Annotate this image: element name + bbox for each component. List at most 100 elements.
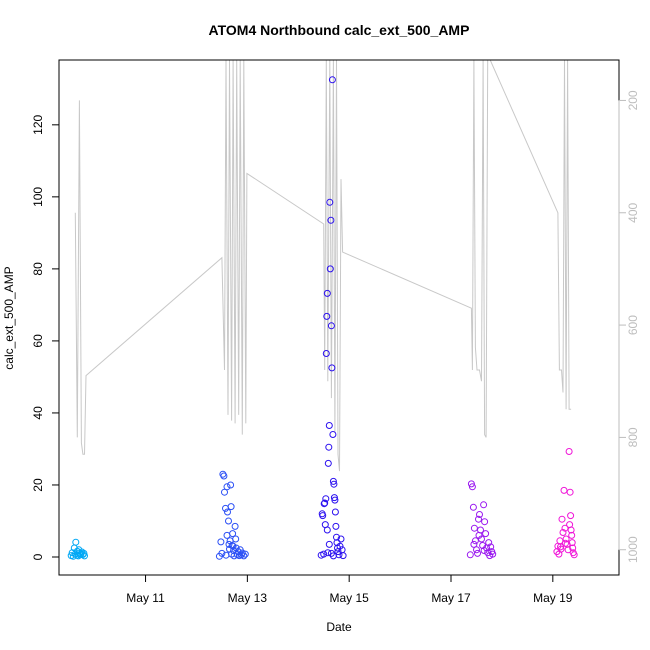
plot-frame xyxy=(58,59,620,576)
data-point xyxy=(232,535,240,543)
data-point xyxy=(240,552,248,560)
data-point xyxy=(487,543,495,551)
data-point xyxy=(225,540,233,548)
data-point xyxy=(320,550,328,558)
data-point xyxy=(324,459,332,467)
data-point xyxy=(570,551,578,559)
data-point xyxy=(331,508,339,516)
y2-tick-label: 400 xyxy=(626,202,640,222)
data-point xyxy=(339,552,347,560)
y-tick-label: 20 xyxy=(31,478,45,492)
data-point xyxy=(227,481,235,489)
data-point xyxy=(336,542,344,550)
data-point xyxy=(467,480,475,488)
data-point xyxy=(560,486,568,494)
data-point xyxy=(81,552,88,560)
data-point xyxy=(328,76,336,84)
data-point xyxy=(323,526,331,534)
data-point xyxy=(325,422,333,429)
x-tick-label: May 13 xyxy=(228,591,268,605)
data-point xyxy=(566,488,574,496)
data-point xyxy=(326,198,334,206)
data-point xyxy=(217,538,225,546)
data-point xyxy=(79,551,87,558)
data-point xyxy=(319,512,327,520)
data-point xyxy=(469,503,477,511)
series-line xyxy=(74,60,572,472)
data-point xyxy=(475,515,482,523)
data-point xyxy=(322,495,330,503)
data-point xyxy=(325,540,333,548)
data-point xyxy=(329,552,337,560)
data-point xyxy=(326,265,334,273)
chart-title: ATOM4 Northbound calc_ext_500_AMP xyxy=(209,22,470,38)
data-point xyxy=(337,535,345,543)
y-axis-label: calc_ext_500_AMP xyxy=(2,266,16,369)
line-series xyxy=(74,60,572,472)
y2-tick-label: 1000 xyxy=(626,536,640,563)
data-point xyxy=(565,448,573,455)
data-point xyxy=(568,539,576,547)
data-point xyxy=(231,522,239,530)
data-point xyxy=(72,538,80,546)
data-point xyxy=(218,549,226,557)
data-point xyxy=(223,483,231,491)
data-point xyxy=(330,480,338,488)
x-axis-label: Date xyxy=(326,620,352,634)
data-point xyxy=(329,477,337,485)
y-tick-label: 40 xyxy=(31,406,45,420)
scatter-series xyxy=(67,76,578,560)
data-point xyxy=(470,540,478,548)
y-tick-label: 120 xyxy=(31,114,45,134)
data-point xyxy=(69,552,77,560)
data-point xyxy=(470,524,478,532)
data-point xyxy=(558,515,566,523)
data-point xyxy=(473,546,480,554)
data-point xyxy=(468,483,476,491)
y2-tick-label: 600 xyxy=(626,315,640,335)
data-point xyxy=(564,546,572,554)
data-point xyxy=(475,531,483,539)
x-axis: May 11 May 13 May 15 May 17 May 19 xyxy=(126,574,573,605)
data-point xyxy=(322,350,330,357)
data-point xyxy=(569,544,577,552)
data-point xyxy=(489,550,497,558)
data-point xyxy=(329,431,337,438)
data-point xyxy=(474,549,481,557)
data-point xyxy=(323,312,331,320)
y-tick-label: 60 xyxy=(31,334,45,348)
data-point xyxy=(556,537,564,545)
data-point xyxy=(485,539,493,547)
y-tick-label: 80 xyxy=(31,262,45,276)
data-point xyxy=(559,529,567,536)
data-point xyxy=(228,542,236,549)
data-point xyxy=(561,524,569,532)
data-point xyxy=(223,531,231,539)
data-point xyxy=(325,443,333,451)
x-tick-label: May 11 xyxy=(126,591,165,605)
data-point xyxy=(327,322,335,330)
data-point xyxy=(471,537,479,545)
data-point xyxy=(333,533,340,541)
data-point xyxy=(482,530,490,538)
data-point xyxy=(224,508,231,516)
y-tick-label: 100 xyxy=(31,187,45,207)
data-point xyxy=(562,539,569,547)
y2-tick-label: 800 xyxy=(626,427,640,447)
data-point xyxy=(481,518,489,526)
x-tick-label: May 15 xyxy=(330,591,370,605)
x-tick-label: May 19 xyxy=(533,591,573,605)
y-axis: 0 20 40 60 80 100 120 xyxy=(31,114,60,560)
data-point xyxy=(226,537,234,545)
data-point xyxy=(568,531,576,539)
data-point xyxy=(480,547,488,554)
y-tick-label: 0 xyxy=(31,553,45,560)
data-point xyxy=(557,543,564,551)
data-point xyxy=(321,499,329,507)
data-point xyxy=(567,512,575,520)
data-point xyxy=(227,503,235,511)
data-point xyxy=(566,521,574,529)
data-point xyxy=(330,494,338,502)
data-point xyxy=(480,501,488,509)
